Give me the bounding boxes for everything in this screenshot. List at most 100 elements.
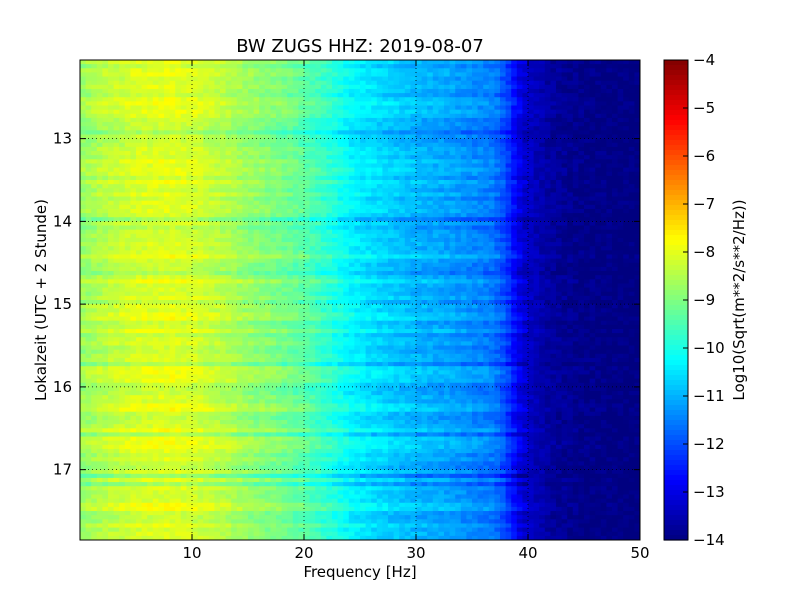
heatmap-cell bbox=[567, 163, 574, 169]
heatmap-cell bbox=[595, 254, 602, 260]
heatmap-cell bbox=[80, 254, 87, 260]
heatmap-cell bbox=[477, 80, 484, 86]
heatmap-cell bbox=[382, 180, 389, 185]
heatmap-cell bbox=[410, 208, 417, 214]
heatmap-cell bbox=[427, 60, 434, 65]
heatmap-cell bbox=[388, 167, 395, 173]
heatmap-cell bbox=[348, 250, 355, 256]
heatmap-cell bbox=[449, 225, 456, 231]
heatmap-cell bbox=[371, 246, 378, 251]
heatmap-cell bbox=[96, 105, 103, 111]
heatmap-cell bbox=[169, 113, 176, 119]
heatmap-cell bbox=[360, 204, 367, 210]
heatmap-cell bbox=[600, 105, 607, 111]
heatmap-cell bbox=[438, 117, 445, 123]
heatmap-cell bbox=[393, 221, 400, 227]
heatmap-cell bbox=[500, 113, 507, 119]
heatmap-cell bbox=[628, 188, 635, 194]
heatmap-cell bbox=[427, 113, 434, 119]
heatmap-cell bbox=[449, 105, 456, 111]
heatmap-cell bbox=[393, 233, 400, 239]
heatmap-cell bbox=[147, 142, 154, 148]
heatmap-cell bbox=[393, 134, 400, 140]
heatmap-cell bbox=[80, 60, 87, 65]
heatmap-cell bbox=[365, 97, 372, 102]
heatmap-cell bbox=[309, 246, 316, 251]
heatmap-cell bbox=[203, 196, 210, 202]
heatmap-cell bbox=[337, 175, 344, 181]
heatmap-cell bbox=[438, 192, 445, 198]
heatmap-cell bbox=[231, 229, 238, 235]
heatmap-cell bbox=[304, 254, 311, 260]
heatmap-cell bbox=[528, 213, 535, 218]
heatmap-cell bbox=[152, 246, 159, 251]
heatmap-cell bbox=[550, 138, 557, 144]
heatmap-cell bbox=[404, 221, 411, 227]
heatmap-cell bbox=[472, 250, 479, 256]
heatmap-cell bbox=[561, 68, 568, 74]
heatmap-cell bbox=[544, 117, 551, 123]
heatmap-cell bbox=[561, 76, 568, 82]
heatmap-cell bbox=[399, 93, 406, 98]
heatmap-cell bbox=[623, 163, 630, 169]
heatmap-cell bbox=[326, 88, 333, 94]
heatmap-cell bbox=[309, 163, 316, 169]
heatmap-cell bbox=[539, 60, 546, 65]
heatmap-cell bbox=[438, 72, 445, 78]
heatmap-cell bbox=[253, 146, 260, 152]
heatmap-cell bbox=[343, 101, 350, 107]
heatmap-cell bbox=[472, 163, 479, 169]
heatmap-cell bbox=[404, 138, 411, 144]
heatmap-cell bbox=[477, 167, 484, 173]
heatmap-cell bbox=[332, 113, 339, 119]
heatmap-cell bbox=[444, 80, 451, 86]
heatmap-cell bbox=[169, 117, 176, 123]
heatmap-cell bbox=[528, 233, 535, 239]
heatmap-cell bbox=[399, 76, 406, 82]
heatmap-cell bbox=[119, 138, 126, 144]
heatmap-cell bbox=[528, 142, 535, 148]
heatmap-cell bbox=[410, 184, 417, 189]
heatmap-cell bbox=[444, 196, 451, 202]
heatmap-cell bbox=[404, 76, 411, 82]
heatmap-cell bbox=[136, 64, 143, 69]
heatmap-cell bbox=[393, 97, 400, 102]
heatmap-cell bbox=[298, 242, 305, 247]
heatmap-cell bbox=[628, 151, 635, 156]
heatmap-cell bbox=[360, 262, 367, 268]
heatmap-cell bbox=[376, 138, 383, 144]
heatmap-cell bbox=[85, 229, 92, 235]
heatmap-cell bbox=[382, 258, 389, 264]
heatmap-cell bbox=[264, 155, 271, 160]
heatmap-cell bbox=[416, 221, 423, 227]
heatmap-cell bbox=[186, 117, 193, 123]
heatmap-cell bbox=[416, 229, 423, 235]
heatmap-cell bbox=[264, 134, 271, 140]
heatmap-cell bbox=[511, 196, 518, 202]
heatmap-cell bbox=[102, 68, 109, 74]
heatmap-cell bbox=[220, 242, 227, 247]
heatmap-cell bbox=[505, 200, 512, 206]
heatmap-cell bbox=[539, 242, 546, 247]
heatmap-cell bbox=[287, 250, 294, 256]
heatmap-cell bbox=[225, 217, 232, 222]
heatmap-cell bbox=[85, 93, 92, 98]
heatmap-cell bbox=[600, 84, 607, 90]
heatmap-cell bbox=[600, 93, 607, 98]
heatmap-cell bbox=[628, 192, 635, 198]
heatmap-cell bbox=[567, 117, 574, 123]
heatmap-cell bbox=[460, 126, 467, 131]
heatmap-cell bbox=[567, 138, 574, 144]
heatmap-cell bbox=[505, 126, 512, 131]
heatmap-cell bbox=[483, 184, 490, 189]
heatmap-cell bbox=[281, 192, 288, 198]
heatmap-cell bbox=[595, 60, 602, 65]
heatmap-cell bbox=[80, 68, 87, 74]
heatmap-cell bbox=[556, 101, 563, 107]
heatmap-cell bbox=[124, 200, 131, 206]
heatmap-cell bbox=[197, 146, 204, 152]
heatmap-cell bbox=[180, 134, 187, 140]
heatmap-cell bbox=[253, 138, 260, 144]
heatmap-cell bbox=[578, 159, 585, 165]
heatmap-cell bbox=[612, 60, 619, 65]
